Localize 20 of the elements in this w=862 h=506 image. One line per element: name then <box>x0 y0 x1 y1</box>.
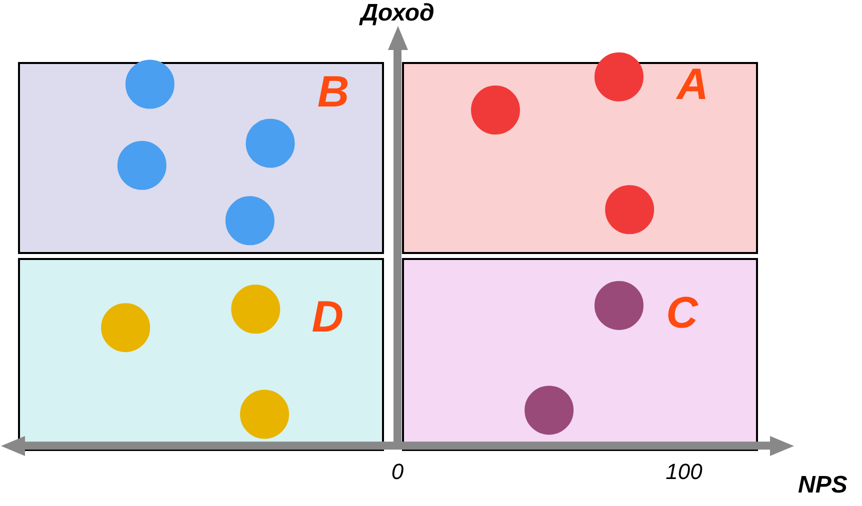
point <box>594 52 644 102</box>
point <box>594 280 644 330</box>
x-tick-label: 100 <box>666 458 704 484</box>
y-axis-title: Доход <box>358 0 434 27</box>
point <box>524 386 574 435</box>
point <box>470 86 520 135</box>
point <box>240 390 290 439</box>
series-label: B <box>317 67 350 116</box>
point <box>225 196 274 246</box>
point <box>246 118 295 168</box>
point <box>231 284 280 334</box>
point <box>605 185 654 234</box>
point <box>125 60 174 109</box>
series-label: D <box>312 292 344 342</box>
series-label: C <box>666 288 700 338</box>
series-label: A <box>676 60 709 110</box>
x-tick-label: 0 <box>391 458 404 484</box>
point <box>117 140 166 190</box>
point <box>101 303 150 352</box>
x-axis-title: NPS <box>798 472 848 499</box>
